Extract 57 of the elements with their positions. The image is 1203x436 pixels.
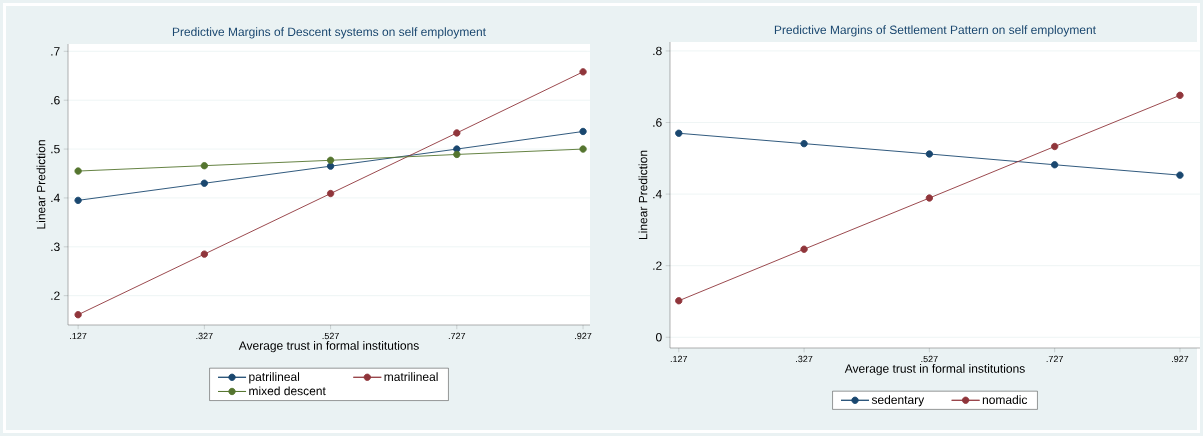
x-tick-label: .127 bbox=[670, 355, 688, 363]
y-tick-label: .4 bbox=[51, 193, 60, 203]
point bbox=[326, 189, 335, 198]
legend-label: nomadic bbox=[982, 395, 1028, 404]
point bbox=[675, 129, 683, 137]
y-tick-label: .6 bbox=[51, 95, 60, 105]
point bbox=[326, 162, 335, 170]
x-tick-label: .727 bbox=[1046, 355, 1063, 363]
point bbox=[453, 145, 461, 153]
point bbox=[800, 139, 808, 148]
y-tick-label: .3 bbox=[51, 242, 60, 252]
point bbox=[925, 150, 934, 158]
point bbox=[579, 68, 587, 76]
point bbox=[1051, 161, 1059, 169]
legend-label: sedentary bbox=[871, 395, 925, 407]
x-tick-label: .927 bbox=[1172, 355, 1189, 363]
x-tick-label: .327 bbox=[196, 332, 213, 340]
chart-title: Predictive Margins of Settlement Pattern on self employment bbox=[774, 25, 1096, 37]
point bbox=[326, 156, 335, 164]
point bbox=[579, 127, 587, 136]
point bbox=[74, 167, 82, 175]
x-tick-label: .727 bbox=[448, 332, 466, 340]
x-axis-title: Average trust in formal institutions bbox=[844, 364, 1025, 376]
point bbox=[800, 245, 808, 253]
y-tick-label: .2 bbox=[51, 291, 60, 300]
x-tick-label: .927 bbox=[575, 332, 592, 340]
legend-label: mixed descent bbox=[249, 386, 326, 396]
y-tick-label: .7 bbox=[51, 47, 60, 56]
x-tick-label: .127 bbox=[70, 332, 87, 340]
x-tick-label: .327 bbox=[796, 355, 813, 363]
point bbox=[74, 311, 82, 319]
y-tick-label: .5 bbox=[51, 144, 60, 154]
y-axis-title: Linear Prediction bbox=[36, 140, 46, 229]
point bbox=[453, 150, 461, 159]
y-tick-label: .8 bbox=[653, 46, 662, 56]
y-tick-label: .2 bbox=[653, 261, 662, 270]
point bbox=[925, 194, 934, 202]
point bbox=[200, 179, 208, 187]
point bbox=[453, 129, 461, 137]
y-axis-title: Linear Prediction bbox=[638, 150, 648, 240]
x-tick-label: .527 bbox=[322, 332, 339, 340]
point bbox=[1051, 142, 1059, 151]
point bbox=[200, 250, 208, 258]
point bbox=[1176, 91, 1184, 99]
x-axis-title: Average trust in formal institutions bbox=[238, 341, 419, 353]
y-tick-label: .6 bbox=[653, 118, 662, 127]
y-tick-label: 0 bbox=[656, 333, 662, 342]
legend-label: patrilineal bbox=[249, 372, 300, 384]
y-tick-label: .4 bbox=[653, 189, 662, 199]
point bbox=[200, 162, 208, 170]
point bbox=[1176, 171, 1184, 179]
legend-label: matrilineal bbox=[384, 372, 438, 381]
point bbox=[675, 297, 683, 305]
chart-title: Predictive Margins of Descent systems on self employment bbox=[172, 27, 486, 39]
point bbox=[579, 145, 587, 153]
x-tick-label: .527 bbox=[921, 355, 938, 363]
point bbox=[74, 196, 82, 205]
